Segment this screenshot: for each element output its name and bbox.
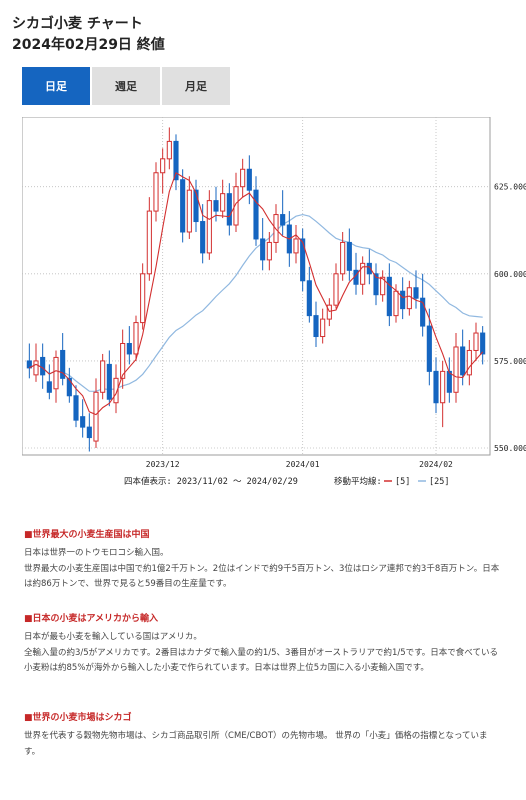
section-text: 日本は世界一のトウモロコシ輸入国。 xyxy=(24,548,169,558)
ma5-line xyxy=(29,171,484,416)
section-heading: ■日本の小麦はアメリカから輸入 xyxy=(24,614,159,624)
candle-body xyxy=(406,287,412,310)
tab-monthly[interactable]: 月足 xyxy=(162,67,230,105)
candle-body xyxy=(53,356,59,390)
candle-body xyxy=(240,168,246,188)
candle-body xyxy=(306,280,312,317)
candle-body xyxy=(420,297,426,327)
candle-body xyxy=(66,377,72,397)
candle-body xyxy=(93,391,99,442)
candle-body xyxy=(40,356,46,376)
candle-body xyxy=(80,416,86,428)
candle-body xyxy=(200,221,206,254)
candle-body xyxy=(146,210,152,275)
section-market: ■世界の小麦市場はシカゴ 世界を代表する穀物先物市場は、シカゴ商品取引所（CME… xyxy=(24,711,500,760)
candle-body xyxy=(113,377,119,404)
section-text: 全輸入量の約3/5がアメリカです。2番目はカナダで輸入量の約1/5、3番目がオー… xyxy=(24,647,498,674)
tab-weekly[interactable]: 週足 xyxy=(92,67,160,105)
candle-body xyxy=(220,193,226,212)
x-tick-label: 2024/02 xyxy=(419,460,453,469)
candle-body xyxy=(160,158,166,174)
plot-area xyxy=(22,117,491,456)
candle-body xyxy=(86,426,92,439)
candle-body xyxy=(280,214,286,226)
section-heading: ■世界の小麦市場はシカゴ xyxy=(24,713,132,723)
candle-body xyxy=(440,370,446,404)
candle-body xyxy=(153,172,159,212)
candle-body xyxy=(373,273,379,296)
candle-body xyxy=(320,318,326,338)
candle-body xyxy=(120,342,126,379)
candle-body xyxy=(133,322,139,355)
ma-legend-entry: [25] xyxy=(429,477,449,487)
candle-body xyxy=(333,273,339,306)
candle-body xyxy=(293,238,299,254)
candlestick-chart: 550.000 575.000 600.000 625.000 2023/12 2024/… xyxy=(22,117,526,487)
candle-body xyxy=(140,273,146,324)
candle-body xyxy=(313,315,319,338)
ma-legend-label: 移動平均線: xyxy=(334,476,382,487)
y-tick-label: 550.000 xyxy=(494,444,526,453)
display-period-label: 四本値表示: 2023/11/02 ～ 2024/02/29 xyxy=(124,476,298,487)
price-chart: 550.000 575.000 600.000 625.000 2023/12 2024/… xyxy=(22,117,526,502)
candle-body xyxy=(193,189,199,223)
candle-body xyxy=(226,193,232,226)
y-tick-label: 575.000 xyxy=(494,357,526,366)
candle-body xyxy=(340,241,346,275)
candle-body xyxy=(326,304,332,320)
candle-body xyxy=(266,241,272,261)
section-heading: ■世界最大の小麦生産国は中国 xyxy=(24,530,150,540)
section-text: 世界を代表する穀物先物市場は、シカゴ商品取引所（CME/CBOT）の先物市場。 … xyxy=(24,731,488,757)
section-production: ■世界最大の小麦生産国は中国 日本は世界一のトウモロコシ輸入国。 世界最大の小麦… xyxy=(24,528,500,593)
candle-body xyxy=(180,179,186,233)
candle-body xyxy=(46,381,52,393)
period-tabs: 日足 週足 月足 xyxy=(22,67,232,105)
candle-body xyxy=(360,262,366,285)
candle-body xyxy=(453,346,459,393)
candle-body xyxy=(413,287,419,299)
candle-body xyxy=(386,276,392,317)
candle-body xyxy=(433,370,439,404)
candle-body xyxy=(480,332,486,355)
candle-body xyxy=(260,238,266,261)
candle-body xyxy=(73,395,79,421)
candle-body xyxy=(393,290,399,317)
candle-body xyxy=(213,200,219,212)
tab-daily[interactable]: 日足 xyxy=(22,67,90,105)
candle-body xyxy=(246,168,252,191)
page-title: シカゴ小麦 チャート xyxy=(12,16,143,32)
candle-body xyxy=(106,363,112,400)
x-tick-label: 2023/12 xyxy=(146,460,180,469)
candle-body xyxy=(233,186,239,226)
candle-body xyxy=(346,241,352,271)
candle-body xyxy=(426,325,432,372)
section-text: 日本が最も小麦を輸入している国はアメリカ。 xyxy=(24,632,202,642)
candle-body xyxy=(186,189,192,233)
candle-body xyxy=(446,370,452,393)
candle-body xyxy=(473,332,479,351)
candle-body xyxy=(173,140,179,181)
y-tick-label: 625.000 xyxy=(494,183,526,192)
x-tick-label: 2024/01 xyxy=(286,460,320,469)
close-date: 2024年02月29日 終値 xyxy=(12,37,165,53)
candle-body xyxy=(380,276,386,296)
candle-body xyxy=(100,360,106,393)
candle-body xyxy=(60,349,66,379)
candle-body xyxy=(206,200,212,254)
candle-body xyxy=(253,189,259,240)
candle-body xyxy=(300,238,306,282)
y-tick-label: 600.000 xyxy=(494,270,526,279)
candle-body xyxy=(460,346,466,376)
ma-legend-entry: [5] xyxy=(395,477,410,487)
candle-body xyxy=(366,262,372,275)
candle-body xyxy=(466,349,472,376)
candle-body xyxy=(400,290,406,310)
section-import: ■日本の小麦はアメリカから輸入 日本が最も小麦を輸入している国はアメリカ。 全輸… xyxy=(24,612,500,677)
section-text: 世界最大の小麦生産国は中国で約1億2千万トン。2位はインドで約9千5百万トン、3… xyxy=(24,563,500,590)
candle-body xyxy=(166,140,172,160)
candle-body xyxy=(33,360,39,376)
candle-body xyxy=(126,342,132,355)
